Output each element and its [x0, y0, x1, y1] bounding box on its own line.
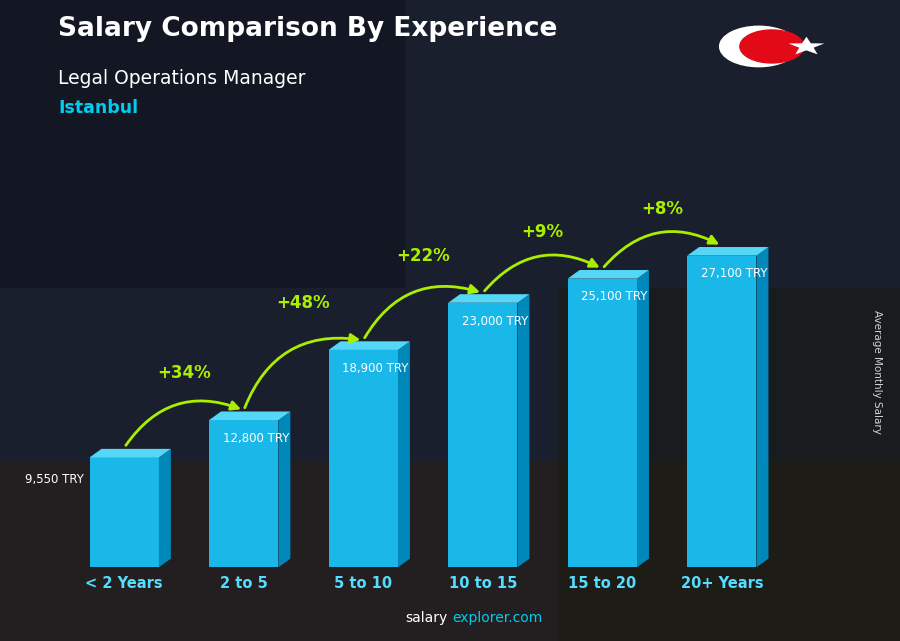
Polygon shape	[159, 449, 171, 567]
Text: +48%: +48%	[276, 294, 330, 312]
Text: +22%: +22%	[396, 247, 450, 265]
Text: Istanbul: Istanbul	[58, 99, 139, 117]
Text: +9%: +9%	[521, 222, 563, 241]
Polygon shape	[757, 247, 769, 567]
Text: Legal Operations Manager: Legal Operations Manager	[58, 69, 306, 88]
Text: 23,000 TRY: 23,000 TRY	[462, 315, 528, 328]
Polygon shape	[568, 279, 637, 567]
Text: 12,800 TRY: 12,800 TRY	[222, 432, 289, 445]
Polygon shape	[568, 270, 649, 279]
Polygon shape	[90, 458, 159, 567]
Bar	[0, 0, 405, 288]
Text: +8%: +8%	[641, 200, 683, 218]
Polygon shape	[328, 350, 398, 567]
Text: Salary Comparison By Experience: Salary Comparison By Experience	[58, 16, 558, 42]
Polygon shape	[90, 449, 171, 458]
Polygon shape	[209, 420, 278, 567]
Polygon shape	[278, 412, 291, 567]
Circle shape	[740, 30, 804, 63]
Bar	[558, 288, 900, 641]
Text: 9,550 TRY: 9,550 TRY	[24, 473, 84, 486]
Polygon shape	[328, 341, 410, 350]
Text: 18,900 TRY: 18,900 TRY	[342, 362, 409, 374]
Text: +34%: +34%	[158, 364, 211, 382]
Polygon shape	[688, 256, 757, 567]
Polygon shape	[688, 247, 769, 256]
Polygon shape	[518, 294, 529, 567]
Text: Average Monthly Salary: Average Monthly Salary	[872, 310, 883, 434]
Polygon shape	[448, 294, 529, 303]
Polygon shape	[788, 37, 824, 54]
Polygon shape	[448, 303, 518, 567]
Text: salary: salary	[405, 611, 447, 625]
Polygon shape	[398, 341, 410, 567]
Polygon shape	[637, 270, 649, 567]
Text: 25,100 TRY: 25,100 TRY	[581, 290, 647, 303]
Circle shape	[720, 26, 798, 67]
Text: 27,100 TRY: 27,100 TRY	[700, 267, 767, 280]
Polygon shape	[209, 412, 291, 420]
Bar	[0, 462, 900, 641]
Text: explorer.com: explorer.com	[453, 611, 543, 625]
